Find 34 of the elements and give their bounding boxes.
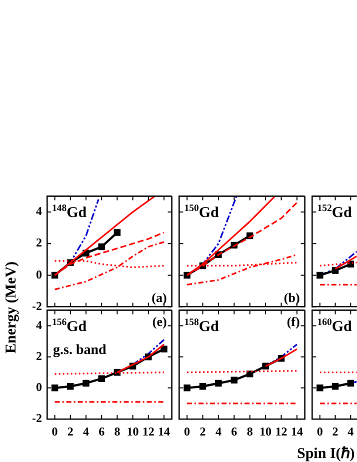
y-tick-label: 4 — [36, 318, 42, 332]
x-tick-label: 8 — [246, 424, 253, 438]
y-tick-label: 2 — [36, 348, 42, 363]
annotation: g.s. band — [53, 342, 107, 358]
annotation: (b) — [284, 290, 300, 305]
x-tick-label: 4 — [215, 424, 222, 438]
y-tick-label: 4 — [36, 204, 42, 218]
x-tick-label: 2 — [332, 424, 338, 438]
y-tick-label: -2 — [32, 410, 42, 425]
annotation: (a) — [152, 290, 167, 305]
x-tick-label: 0 — [184, 424, 190, 438]
annotation: (f) — [286, 314, 300, 329]
x-tick-label: 6 — [98, 424, 105, 438]
x-tick-label: 0 — [52, 424, 58, 438]
x-tick-label: 2 — [67, 424, 74, 438]
x-tick-label: 10 — [259, 424, 272, 438]
x-tick-label: 6 — [230, 424, 237, 438]
y-axis-title: Energy (MeV) — [4, 260, 21, 354]
x-tick-label: 14 — [158, 424, 170, 438]
x-tick-label: 0 — [316, 424, 323, 438]
y-tick-label: 0 — [36, 267, 42, 282]
x-tick-label: 4 — [83, 424, 89, 438]
y-tick-label: -2 — [32, 298, 42, 313]
x-tick-label: 12 — [142, 424, 154, 438]
y-tick-label: 0 — [36, 380, 42, 394]
y-tick-label: 2 — [36, 235, 42, 250]
annotation: (e) — [152, 314, 167, 329]
x-tick-label: 12 — [275, 424, 288, 438]
x-tick-label: 14 — [290, 424, 303, 438]
x-tick-label: 4 — [347, 424, 354, 438]
x-tick-label: 2 — [200, 424, 206, 438]
x-tick-label: 10 — [126, 424, 139, 438]
x-axis-title: Spin I(ℏ) — [297, 445, 355, 462]
x-tick-label: 8 — [114, 424, 120, 438]
